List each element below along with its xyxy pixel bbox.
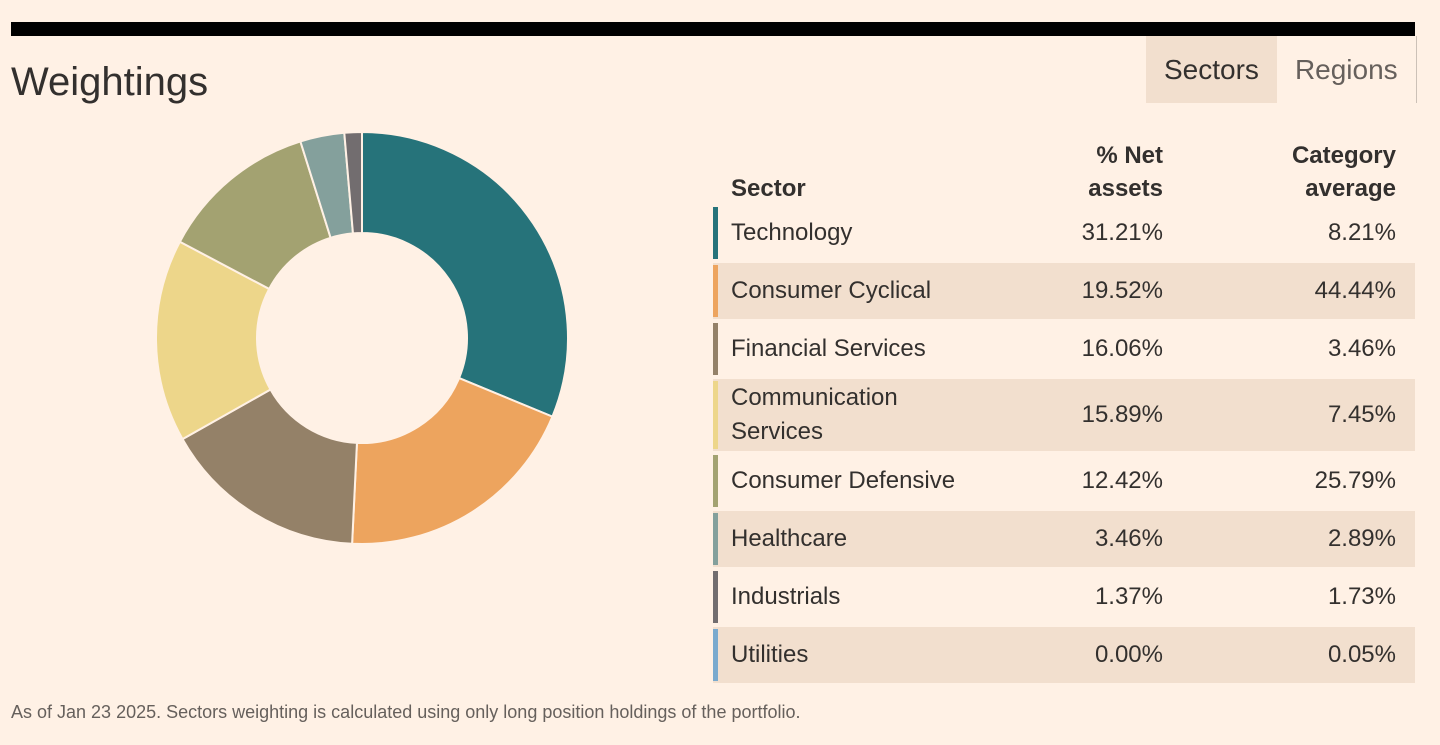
table-row: Financial Services 16.06% 3.46% [713,321,1415,377]
sector-name: Financial Services [731,335,926,362]
top-bar [11,22,1415,36]
net-assets: 3.46% [1094,525,1163,552]
sector-name: Healthcare [731,525,848,552]
net-assets: 19.52% [1081,277,1163,304]
sector-name: Technology [731,219,853,246]
donut-chart [155,130,569,545]
category-average: 0.05% [1327,641,1396,668]
tabs: Sectors Regions [1146,36,1417,103]
footnote: As of Jan 23 2025. Sectors weighting is … [11,702,801,722]
color-marker [713,571,718,623]
table-header: Sector % Net assets Category average [713,130,1415,205]
color-marker [713,381,718,449]
donut-slice [181,388,358,545]
category-average: 8.21% [1327,219,1396,246]
table-row: Communication Services 15.89% 7.45% [713,379,1415,451]
table-row: Consumer Cyclical 19.52% 44.44% [713,263,1415,319]
sector-name: Consumer Cyclical [731,277,932,304]
sector-name: Communication Services [731,384,898,445]
category-average: 2.89% [1327,525,1396,552]
header-cell: Sector [731,175,806,202]
net-assets: 0.00% [1094,641,1163,668]
net-assets: 1.37% [1094,583,1163,610]
category-average: 3.46% [1327,335,1396,362]
table-row: Utilities 0.00% 0.05% [713,627,1415,683]
header-text: % Net assets [1088,142,1163,202]
sector-name: Consumer Defensive [731,467,956,494]
category-average: 1.73% [1327,583,1396,610]
header-cell: % Net assets [961,139,1163,205]
color-marker [713,265,718,317]
donut-slice [361,130,569,418]
net-assets: 16.06% [1081,335,1163,362]
category-average: 7.45% [1327,401,1396,428]
net-assets: 31.21% [1081,219,1163,246]
color-marker [713,207,718,259]
table-row: Consumer Defensive 12.42% 25.79% [713,453,1415,509]
color-marker [713,323,718,375]
color-marker [713,629,718,681]
tab[interactable]: Regions [1277,36,1417,103]
header-text: Category average [1291,142,1396,202]
sector-table: Sector % Net assets Category average Tec… [713,130,1415,683]
tab[interactable]: Sectors [1146,36,1277,103]
donut-slice [351,376,554,545]
sector-name: Industrials [731,583,841,610]
title: Weightings [11,60,209,104]
net-assets: 12.42% [1081,467,1163,494]
header-cell: Category average [1163,139,1396,205]
table-body: Technology 31.21% 8.21% Consumer Cyclical 19… [713,205,1415,683]
sector-name: Utilities [731,641,809,668]
table-row: Healthcare 3.46% 2.89% [713,511,1415,567]
color-marker [713,455,718,507]
category-average: 44.44% [1314,277,1396,304]
category-average: 25.79% [1314,467,1396,494]
table-row: Industrials 1.37% 1.73% [713,569,1415,625]
color-marker [713,513,718,565]
net-assets: 15.89% [1081,401,1163,428]
donut-slice [155,240,272,441]
table-row: Technology 31.21% 8.21% [713,205,1415,261]
